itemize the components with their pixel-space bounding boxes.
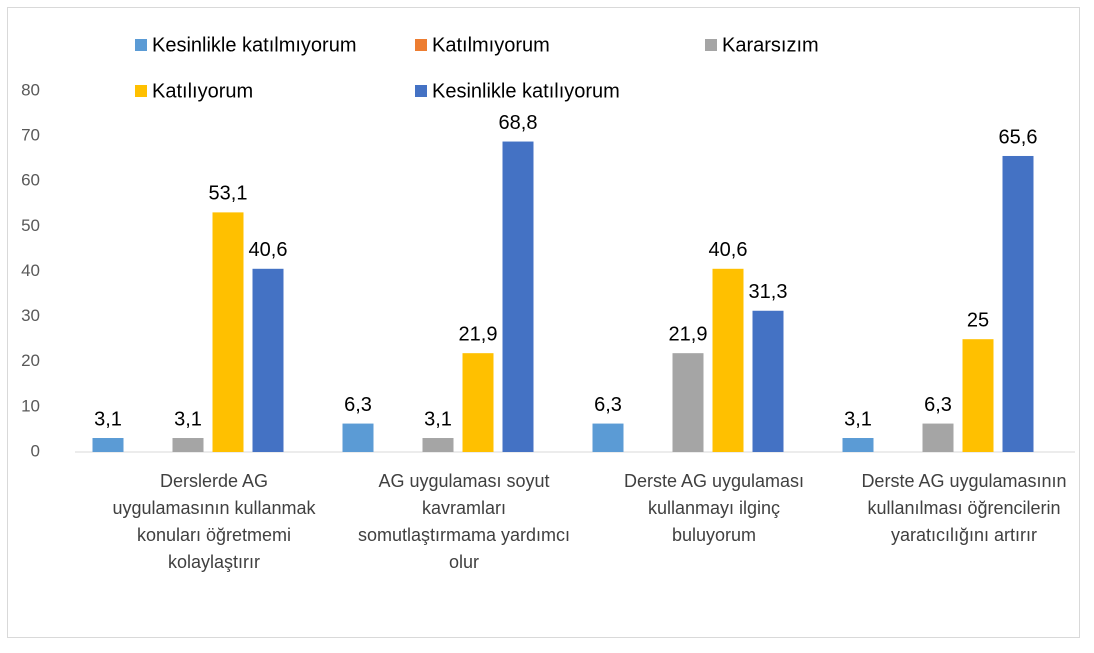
data-label: 3,1 <box>844 408 872 430</box>
chart-border <box>7 7 1080 638</box>
bar <box>592 423 624 452</box>
data-label: 3,1 <box>174 408 202 430</box>
legend-label: Katılmıyorum <box>432 34 550 56</box>
bar <box>462 353 494 452</box>
legend-label: Kararsızım <box>722 34 819 56</box>
bar <box>962 339 994 452</box>
bar <box>172 438 204 452</box>
data-label: 40,6 <box>709 239 748 261</box>
legend-swatch <box>135 85 147 97</box>
data-label: 6,3 <box>924 394 952 416</box>
legend-label: Katılıyorum <box>152 80 253 102</box>
legend-label: Kesinlikle katılıyorum <box>432 80 620 102</box>
bar <box>252 268 284 452</box>
bar <box>672 353 704 452</box>
bar <box>922 423 954 452</box>
y-tick-label: 40 <box>21 261 40 280</box>
bar <box>752 310 784 452</box>
data-label: 68,8 <box>499 112 538 134</box>
legend-swatch <box>415 85 427 97</box>
data-label: 65,6 <box>999 126 1038 148</box>
data-label: 31,3 <box>749 281 788 303</box>
data-label: 53,1 <box>209 183 248 205</box>
data-label: 6,3 <box>594 394 622 416</box>
data-label: 6,3 <box>344 394 372 416</box>
bar <box>502 141 534 453</box>
data-label: 3,1 <box>94 408 122 430</box>
bar <box>1002 155 1034 453</box>
bar <box>342 423 374 452</box>
x-tick-label: Derslerde AG uygulamasının kullanmak kon… <box>112 471 316 572</box>
y-tick-label: 10 <box>21 396 40 415</box>
y-tick-label: 30 <box>21 306 40 325</box>
x-tick-label: Derste AG uygulaması kullanmayı ilginç b… <box>623 471 805 545</box>
legend-swatch <box>705 39 717 51</box>
y-tick-label: 20 <box>21 351 40 370</box>
bar <box>92 438 124 452</box>
legend-label: Kesinlikle katılmıyorum <box>152 34 357 56</box>
bar <box>422 438 454 452</box>
bar <box>842 438 874 452</box>
data-label: 3,1 <box>424 408 452 430</box>
bar <box>712 268 744 452</box>
data-label: 21,9 <box>669 323 708 345</box>
x-tick-label: Derste AG uygulamasının kullanılması öğr… <box>861 471 1067 545</box>
y-tick-label: 80 <box>21 80 40 99</box>
data-label: 40,6 <box>249 239 288 261</box>
y-tick-label: 70 <box>21 126 40 145</box>
legend-swatch <box>415 39 427 51</box>
y-tick-label: 50 <box>21 216 40 235</box>
legend-swatch <box>135 39 147 51</box>
bar <box>212 212 244 452</box>
data-label: 25 <box>967 309 989 331</box>
y-tick-label: 0 <box>31 441 40 460</box>
data-label: 21,9 <box>459 323 498 345</box>
y-tick-label: 60 <box>21 171 40 190</box>
x-tick-label: AG uygulaması soyut kavramları somutlaşt… <box>357 471 571 572</box>
